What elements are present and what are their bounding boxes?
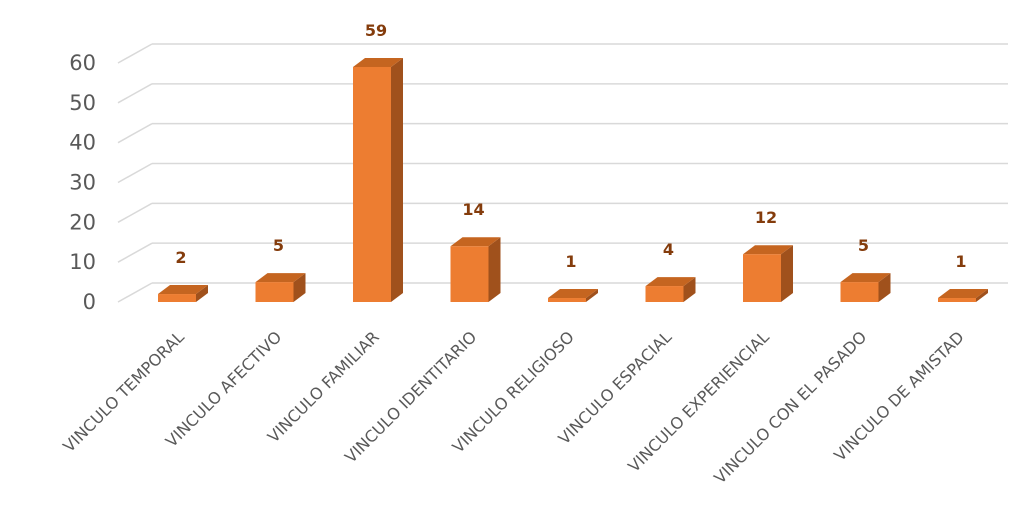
bar: [158, 285, 208, 302]
y-tick-label: 40: [69, 131, 96, 155]
bar-side: [196, 285, 208, 302]
bar-top: [645, 277, 696, 287]
data-label: 5: [858, 236, 869, 255]
bar-top: [450, 237, 501, 247]
bar-top: [840, 273, 891, 283]
data-label: 1: [565, 252, 576, 271]
bar-front: [743, 254, 781, 302]
y-tick-label: 50: [69, 91, 96, 115]
bar: [840, 273, 891, 302]
y-axis: 0 10 20 30 40 50 60: [69, 51, 96, 314]
bar-side: [488, 237, 501, 302]
y-tick-label: 20: [69, 210, 96, 234]
bar-side: [586, 289, 598, 302]
bar-front: [548, 298, 586, 302]
bar-side: [781, 245, 793, 302]
grid-diagonal: [117, 282, 153, 303]
bar: [353, 57, 403, 302]
bar-front: [645, 286, 684, 302]
data-label: 59: [365, 21, 387, 40]
data-label: 2: [175, 248, 186, 267]
y-tick-label: 0: [83, 290, 96, 314]
grid-diagonal: [117, 162, 153, 184]
grid-diagonal: [117, 242, 153, 263]
y-tick-label: 60: [69, 51, 96, 75]
bar: [743, 245, 793, 302]
bar-side: [976, 289, 988, 302]
bar-top: [353, 57, 403, 67]
grid-diagonal: [117, 43, 153, 64]
y-tick-label: 10: [69, 250, 96, 274]
data-label: 12: [755, 208, 777, 227]
bar-side: [683, 277, 696, 302]
grid-diagonal: [117, 123, 153, 144]
data-label: 4: [663, 240, 674, 259]
y-tick-label: 30: [69, 171, 96, 195]
grid-diagonal: [117, 83, 153, 104]
bar: [938, 289, 988, 302]
gridlines: [117, 43, 1008, 303]
bar-side: [878, 273, 891, 302]
bar-front: [840, 282, 879, 302]
bar-front: [353, 66, 391, 302]
bar-front: [450, 246, 489, 302]
bar-side: [293, 273, 306, 302]
bar-top: [938, 289, 988, 299]
bar: [645, 277, 696, 302]
bar-top: [743, 245, 793, 255]
bar-top: [255, 273, 306, 283]
bar: [548, 289, 598, 302]
data-label: 14: [462, 200, 484, 219]
bar-top: [158, 285, 208, 295]
bar: [450, 237, 501, 302]
bar-front: [255, 282, 294, 302]
bar-front: [938, 298, 976, 302]
bar-side: [391, 57, 403, 302]
bars: [158, 57, 988, 302]
bar-top: [548, 289, 598, 299]
bar: [255, 273, 306, 302]
data-label: 1: [955, 252, 966, 271]
bar-front: [158, 294, 196, 302]
data-label: 5: [273, 236, 284, 255]
grid-diagonal: [117, 202, 153, 223]
